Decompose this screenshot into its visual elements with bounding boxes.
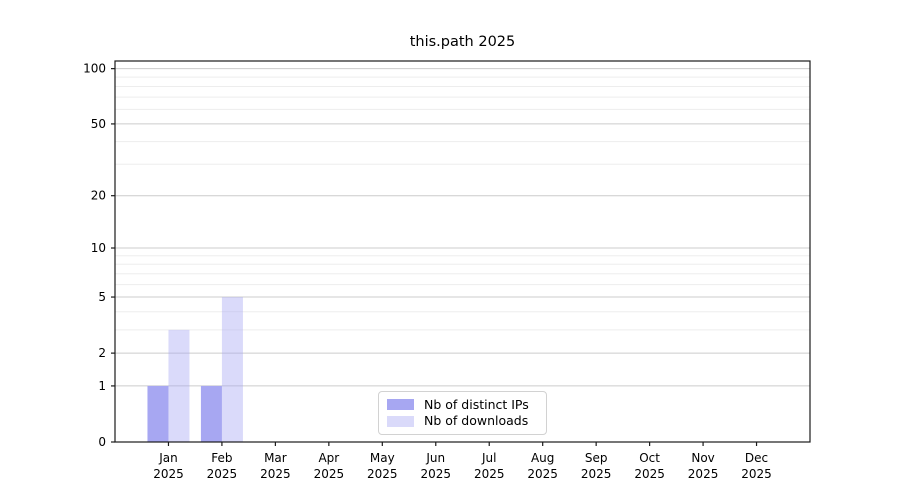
axis-spines: [114, 60, 811, 443]
legend-swatch-distinct-ips: [387, 399, 414, 411]
y-tick-label: 5: [98, 290, 106, 304]
x-tick-label: Jan 2025: [153, 451, 184, 481]
x-tick-label: Apr 2025: [314, 451, 345, 481]
x-tick-label: Aug 2025: [527, 451, 558, 481]
legend: Nb of distinct IPs Nb of downloads: [378, 391, 547, 435]
x-tick-label: Nov 2025: [688, 451, 719, 481]
bar-downloads: [168, 329, 190, 442]
chart-title: this.path 2025: [409, 34, 516, 50]
bar-downloads: [221, 297, 243, 442]
y-tick-label: 100: [83, 62, 106, 76]
y-tick-label: 1: [98, 379, 106, 393]
x-tick-label: Sep 2025: [581, 451, 612, 481]
legend-swatch-downloads: [387, 415, 414, 427]
x-tick-label: Mar 2025: [260, 451, 291, 481]
x-tick-label: Dec 2025: [741, 451, 772, 481]
legend-label-distinct-ips: Nb of distinct IPs: [424, 396, 529, 412]
y-tick-label: 10: [91, 241, 106, 255]
y-tick-label: 0: [98, 435, 106, 449]
legend-item-downloads: Nb of downloads: [387, 413, 546, 428]
y-tick-label: 20: [91, 189, 106, 203]
x-tick-label: Feb 2025: [207, 451, 238, 481]
x-tick-label: Jul 2025: [474, 451, 505, 481]
x-tick-label: May 2025: [367, 451, 398, 481]
bar-distinct-ips: [147, 385, 169, 442]
y-tick-label: 50: [91, 117, 106, 131]
x-tick-label: Oct 2025: [634, 451, 665, 481]
x-tick-label: Jun 2025: [420, 451, 451, 481]
legend-label-downloads: Nb of downloads: [424, 413, 529, 428]
legend-item-distinct-ips: Nb of distinct IPs: [387, 396, 546, 412]
y-tick-label: 2: [98, 346, 106, 360]
bar-distinct-ips: [200, 385, 222, 442]
